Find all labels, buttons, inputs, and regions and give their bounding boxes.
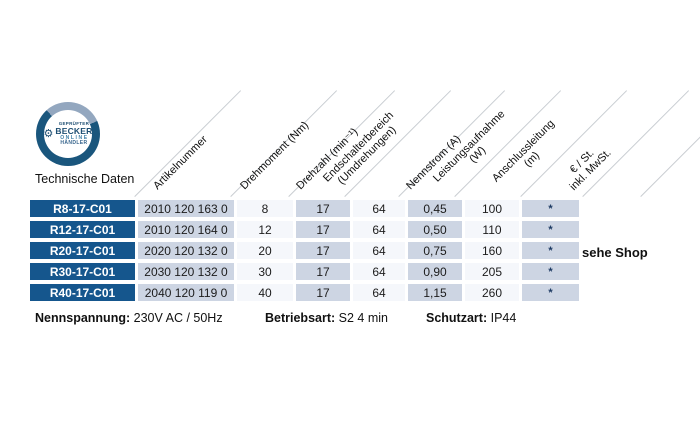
model-cell: R8-17-C01 — [30, 200, 135, 217]
footer-schutzart: Schutzart: IP44 — [426, 311, 516, 325]
anschlussleitung-cell: * — [522, 221, 579, 238]
table-grid: R8-17-C01 2010 120 163 0 8 17 64 0,45 100 * R12-… — [30, 200, 579, 301]
footer-label: Betriebsart: — [265, 311, 336, 325]
gear-icon: ⚙ — [43, 127, 54, 140]
artikelnummer-cell: 2040 120 119 0 — [138, 284, 234, 301]
model-cell: R12-17-C01 — [30, 221, 135, 238]
drehmoment-cell: 20 — [237, 242, 293, 259]
badge-line-becker: BECKER — [55, 125, 93, 136]
header-divider-line — [134, 90, 242, 197]
model-cell: R20-17-C01 — [30, 242, 135, 259]
nennstrom-cell: 0,50 — [408, 221, 462, 238]
drehzahl-cell: 17 — [296, 284, 350, 301]
artikelnummer-cell: 2010 120 163 0 — [138, 200, 234, 217]
drehzahl-cell: 17 — [296, 242, 350, 259]
anschlussleitung-cell: * — [522, 200, 579, 217]
drehmoment-cell: 12 — [237, 221, 293, 238]
footer-nennspannung: Nennspannung: 230V AC / 50Hz — [35, 311, 223, 325]
drehzahl-cell: 17 — [296, 221, 350, 238]
drehzahl-cell: 17 — [296, 200, 350, 217]
footer-value: IP44 — [490, 311, 517, 325]
endschalterbereich-cell: 64 — [353, 263, 405, 280]
header-divider-line — [640, 90, 700, 197]
anschlussleitung-cell: * — [522, 263, 579, 280]
badge-text: GEPRÜFTER BECKER ONLINE HÄNDLER — [55, 120, 93, 146]
badge-inner: ⚙ GEPRÜFTER BECKER ONLINE HÄNDLER — [44, 110, 92, 158]
footer-betriebsart: Betriebsart: S2 4 min — [265, 311, 388, 325]
becker-online-haendler-badge: ⚙ GEPRÜFTER BECKER ONLINE HÄNDLER — [36, 102, 100, 166]
artikelnummer-cell: 2020 120 132 0 — [138, 242, 234, 259]
footer-value: S2 4 min — [338, 311, 388, 325]
badge-line-online: ONLINE — [60, 134, 89, 141]
anschlussleitung-cell: * — [522, 284, 579, 301]
nennstrom-cell: 0,90 — [408, 263, 462, 280]
see-shop-note[interactable]: sehe Shop — [582, 245, 648, 260]
drehzahl-cell: 17 — [296, 263, 350, 280]
endschalterbereich-cell: 64 — [353, 284, 405, 301]
drehmoment-cell: 30 — [237, 263, 293, 280]
leistungsaufnahme-cell: 205 — [465, 263, 519, 280]
leistungsaufnahme-cell: 160 — [465, 242, 519, 259]
leistungsaufnahme-cell: 260 — [465, 284, 519, 301]
leistungsaufnahme-cell: 100 — [465, 200, 519, 217]
badge-line-haendler: HÄNDLER — [60, 139, 88, 146]
nennstrom-cell: 0,45 — [408, 200, 462, 217]
footer-value: 230V AC / 50Hz — [133, 311, 223, 325]
artikelnummer-cell: 2010 120 164 0 — [138, 221, 234, 238]
model-cell: R40-17-C01 — [30, 284, 135, 301]
badge-line-geprdrufter: GEPRÜFTER — [58, 120, 90, 126]
endschalterbereich-cell: 64 — [353, 221, 405, 238]
page-title: Technische Daten — [35, 172, 135, 186]
footer-label: Nennspannung: — [35, 311, 131, 325]
footer-label: Schutzart: — [426, 311, 488, 325]
nennstrom-cell: 0,75 — [408, 242, 462, 259]
drehmoment-cell: 8 — [237, 200, 293, 217]
nennstrom-cell: 1,15 — [408, 284, 462, 301]
artikelnummer-cell: 2030 120 132 0 — [138, 263, 234, 280]
endschalterbereich-cell: 64 — [353, 242, 405, 259]
drehmoment-cell: 40 — [237, 284, 293, 301]
endschalterbereich-cell: 64 — [353, 200, 405, 217]
column-header-artikelnummer: Artikelnummer — [151, 133, 210, 193]
model-cell: R30-17-C01 — [30, 263, 135, 280]
anschlussleitung-cell: * — [522, 242, 579, 259]
leistungsaufnahme-cell: 110 — [465, 221, 519, 238]
